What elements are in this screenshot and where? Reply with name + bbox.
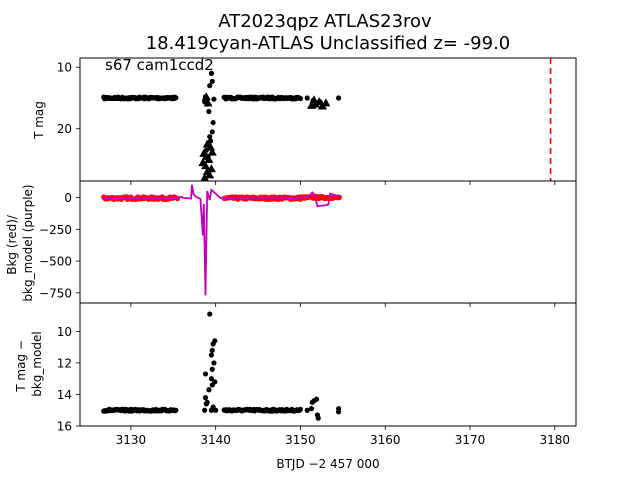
triangle-point (199, 148, 209, 157)
panel-bottom-ylabel-line2: bkg_model (30, 331, 44, 397)
x-tick-label: 3160 (370, 433, 401, 447)
data-point (210, 119, 216, 126)
axes-frame (79, 302, 577, 427)
data-point (209, 382, 215, 388)
panel-top-ylabel: T mag (32, 101, 46, 140)
data-point (315, 415, 321, 421)
data-point (211, 96, 217, 102)
data-point (297, 95, 304, 102)
data-point (202, 395, 209, 401)
triangle-point (200, 173, 209, 181)
data-point (208, 376, 215, 382)
triangle-point (309, 95, 319, 104)
triangle-point (203, 98, 213, 107)
panel-middle-ylabel: Bkg (red)/ bkg_model (purple) (5, 184, 35, 301)
y-tick-label: 14 (57, 388, 72, 402)
x-tick-label: 3130 (116, 433, 147, 447)
x-axis-label: BTJD −2 457 000 (276, 457, 379, 471)
data-point (206, 108, 212, 115)
data-point (308, 406, 315, 412)
y-tick-label: 12 (57, 356, 72, 370)
panel-middle-ylabel-line2: bkg_model (purple) (21, 184, 35, 301)
panel-middle-ylabel-line1: Bkg (red)/ (5, 214, 19, 275)
data-point (209, 347, 215, 353)
triangle-point (205, 170, 215, 179)
data-point (207, 311, 213, 317)
y-tick-label: 10 (57, 61, 72, 75)
data-point (207, 83, 213, 89)
data-point (208, 352, 215, 358)
data-point (173, 95, 179, 101)
data-point (173, 407, 179, 413)
triangle-point (206, 164, 216, 173)
data-point (202, 371, 209, 377)
x-tick-label: 3180 (540, 433, 571, 447)
triangle-point (206, 142, 216, 151)
y-tick-label: 10 (57, 325, 72, 339)
data-point (210, 341, 216, 347)
y-tick-label: 16 (57, 420, 72, 434)
x-tick-label: 3140 (200, 433, 231, 447)
data-point (209, 129, 215, 135)
triangle-point (200, 161, 210, 170)
y-tick-label: −500 (39, 255, 72, 269)
data-point (209, 78, 215, 84)
triangle-point (201, 92, 211, 101)
chart-title-line1: AT2023qpz ATLAS23rov (218, 11, 432, 32)
triangle-point (207, 147, 217, 156)
data-point (208, 70, 215, 76)
data-point (207, 138, 214, 144)
panel-bottom-ylabel: T mag − bkg_model (14, 331, 44, 397)
data-point (335, 95, 342, 101)
data-point (335, 409, 342, 415)
plot-area (101, 58, 552, 181)
data-point (304, 95, 310, 101)
chart-title-line2: 18.419cyan-ATLAS Unclassified z= -99.0 (146, 33, 511, 54)
panel-bottom-ylabel-line1: T mag − (14, 340, 28, 393)
data-point (304, 407, 310, 413)
data-point (203, 401, 209, 407)
data-point (208, 407, 215, 413)
y-tick-label: 0 (64, 191, 72, 205)
x-tick-label: 3170 (455, 433, 486, 447)
panel-bottom: 10 12 14 16 3130 3140 3150 3160 3170 3180 (57, 302, 577, 447)
axes-frame (79, 57, 577, 182)
data-point (207, 134, 213, 140)
panel-middle: 0 −250 −500 −750 (39, 180, 577, 307)
data-point (297, 406, 304, 412)
data-point (206, 387, 212, 393)
data-point (202, 407, 208, 413)
plot-area (101, 184, 343, 296)
y-tick-label: −250 (39, 223, 72, 237)
plot-area (101, 311, 342, 421)
y-tick-label: 20 (57, 122, 72, 136)
bkg-model-line (103, 184, 340, 296)
triangle-point (321, 98, 331, 107)
panel-top-annotation: s67 cam1ccd2 (105, 56, 214, 74)
data-point (213, 407, 219, 413)
data-point (211, 360, 217, 366)
data-point (313, 396, 320, 402)
x-tick-label: 3150 (285, 433, 316, 447)
panel-top: 10 20 (57, 57, 577, 185)
y-tick-label: −750 (39, 286, 72, 300)
data-point (209, 366, 215, 372)
